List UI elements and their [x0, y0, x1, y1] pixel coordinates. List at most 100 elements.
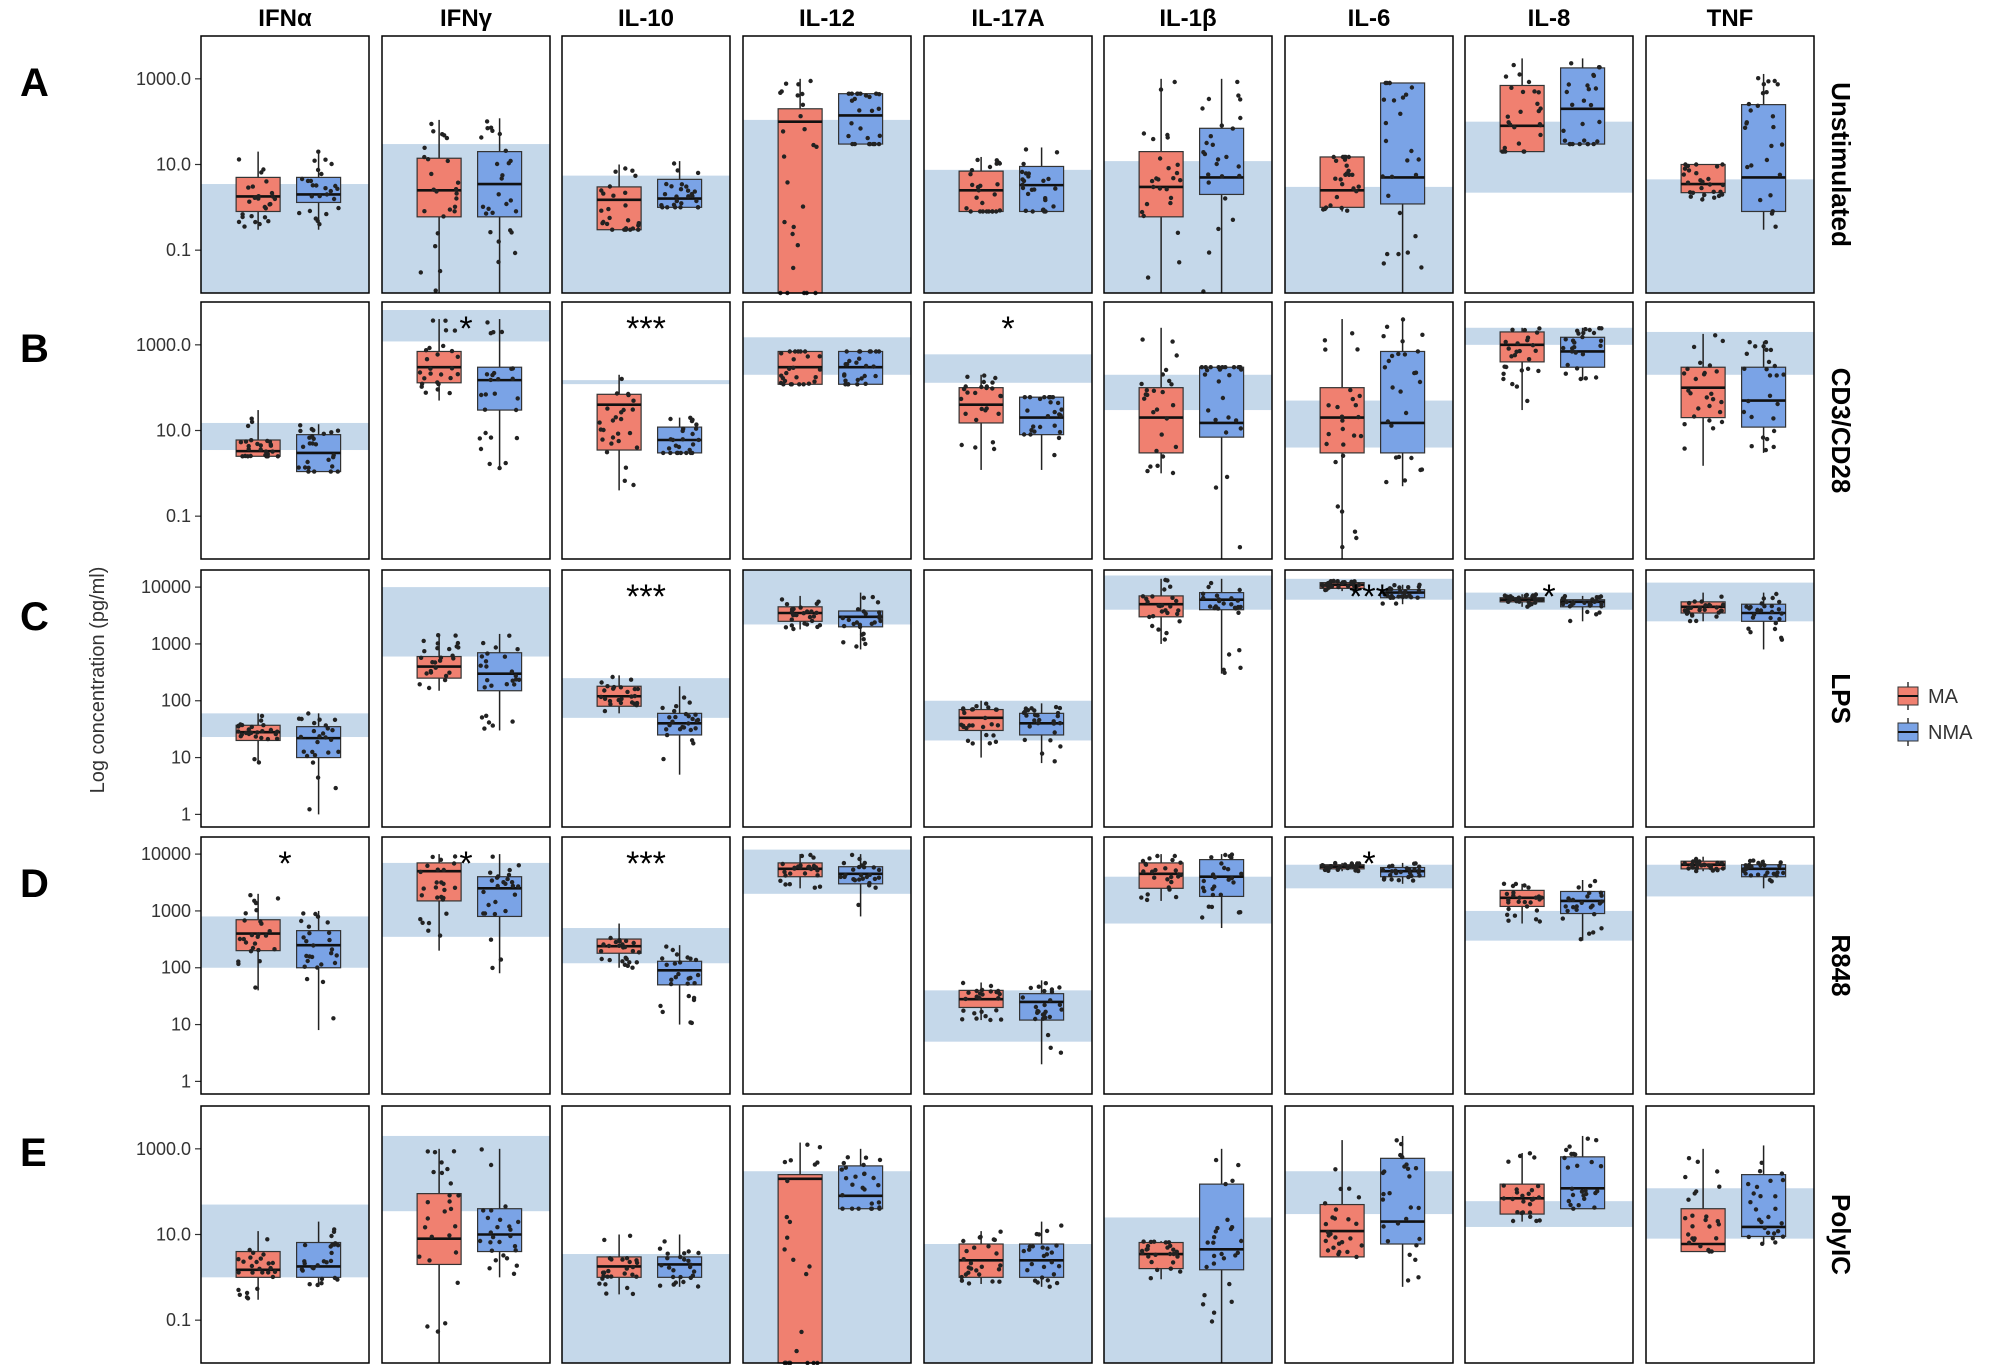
data-point	[256, 947, 261, 953]
data-point	[842, 373, 847, 378]
data-point	[331, 1016, 336, 1021]
data-point	[417, 682, 422, 687]
data-point	[1537, 897, 1542, 902]
panel-frame	[1103, 35, 1273, 294]
data-point	[1052, 409, 1057, 415]
y-tick-label: 100	[161, 691, 191, 711]
data-point	[858, 91, 863, 96]
data-point	[960, 1017, 965, 1022]
data-point	[312, 720, 317, 726]
data-point	[1326, 431, 1331, 437]
data-point	[1707, 418, 1712, 423]
data-point	[1037, 396, 1043, 402]
data-point	[863, 641, 868, 647]
data-point	[305, 958, 310, 964]
data-point	[425, 1216, 430, 1221]
data-point	[1699, 185, 1704, 191]
data-point	[871, 141, 876, 147]
data-point	[1514, 1190, 1520, 1195]
data-point	[1174, 170, 1180, 176]
data-point	[489, 683, 494, 688]
data-point	[1410, 878, 1416, 883]
data-point	[249, 730, 254, 735]
data-point	[259, 170, 264, 175]
y-tick-label: 1000	[151, 634, 191, 654]
data-point	[1148, 464, 1153, 469]
data-point	[501, 1253, 506, 1258]
data-point	[334, 953, 339, 958]
data-point	[1231, 365, 1237, 370]
box-ma	[596, 923, 642, 970]
data-point	[1235, 598, 1241, 603]
data-point	[510, 719, 515, 724]
data-point	[1763, 340, 1769, 345]
data-point	[1163, 608, 1168, 613]
data-point	[984, 701, 989, 706]
data-point	[237, 1292, 242, 1298]
panel-frame	[742, 35, 912, 294]
data-point	[1236, 93, 1241, 98]
panel-frame	[923, 35, 1093, 294]
data-point	[1230, 126, 1236, 131]
data-point	[1200, 915, 1205, 920]
data-point	[509, 230, 514, 235]
data-point	[869, 1206, 874, 1211]
data-point	[1588, 883, 1593, 888]
data-point	[840, 1193, 845, 1198]
data-point	[1774, 373, 1779, 378]
data-point	[684, 450, 689, 456]
data-point	[629, 700, 635, 705]
data-point	[1686, 866, 1691, 871]
data-point	[310, 760, 316, 765]
data-point	[1781, 372, 1786, 377]
data-point	[994, 161, 999, 166]
data-point	[876, 875, 882, 880]
data-point	[807, 1264, 812, 1269]
data-point	[1742, 125, 1748, 130]
data-point	[625, 218, 631, 223]
row-label-4: PolyIC	[1826, 1194, 1856, 1275]
panel-A-5	[1103, 35, 1273, 294]
data-point	[854, 360, 859, 365]
data-point	[1345, 1249, 1350, 1255]
data-point	[961, 706, 966, 711]
panel-frame	[1464, 1105, 1634, 1364]
data-point	[1564, 599, 1569, 605]
data-point	[1026, 171, 1032, 176]
data-point	[236, 219, 242, 225]
data-point	[1525, 398, 1530, 404]
box-nma	[837, 592, 884, 650]
data-point	[236, 729, 241, 734]
box-nma	[1559, 878, 1606, 942]
data-point	[1202, 372, 1208, 377]
data-point	[617, 937, 622, 943]
data-point	[1749, 414, 1754, 420]
panel-frame	[561, 301, 731, 560]
data-point	[1139, 381, 1144, 387]
data-point	[1335, 579, 1340, 584]
data-point	[1506, 918, 1511, 923]
data-point	[678, 187, 684, 192]
panel-frame	[200, 1105, 370, 1364]
data-point	[974, 417, 979, 423]
data-point	[453, 633, 458, 638]
data-point	[1358, 433, 1364, 439]
panel-frame	[561, 836, 731, 1095]
data-point	[1582, 1196, 1587, 1202]
data-point	[265, 1237, 270, 1242]
data-point	[1164, 187, 1169, 192]
data-point	[963, 411, 968, 416]
data-point	[1720, 866, 1726, 871]
data-point	[272, 947, 277, 952]
data-point	[442, 133, 447, 138]
data-point	[672, 961, 678, 966]
panel-B-2: ***	[561, 301, 731, 560]
data-point	[1022, 709, 1028, 714]
data-point	[516, 863, 521, 868]
data-point	[674, 194, 679, 199]
data-point	[1398, 389, 1403, 394]
data-point	[991, 446, 997, 452]
data-point	[1175, 230, 1181, 235]
data-point	[510, 678, 515, 683]
reference-band	[1104, 876, 1272, 924]
